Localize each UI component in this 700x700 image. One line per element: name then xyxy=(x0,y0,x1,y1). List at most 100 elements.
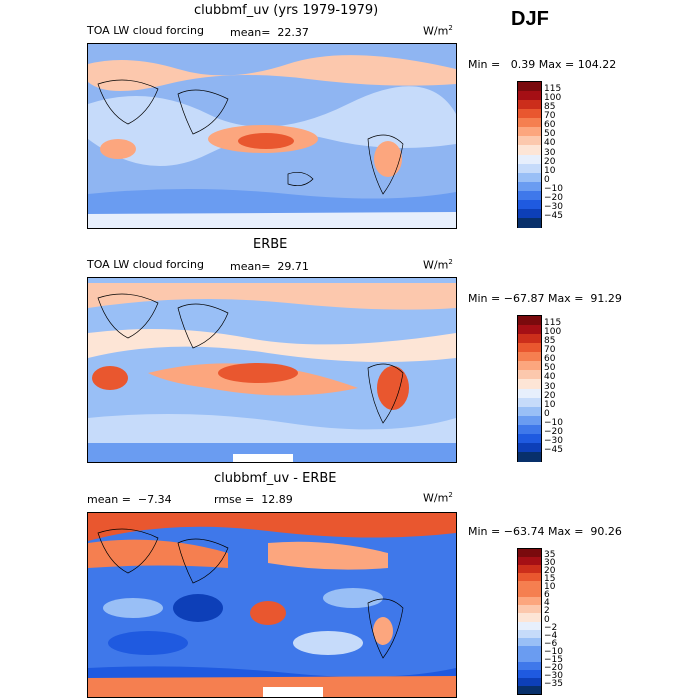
colorbar-tick-label: −15 xyxy=(544,654,563,665)
panel1-variable: TOA LW cloud forcing xyxy=(87,24,204,37)
colorbar-swatch xyxy=(518,181,541,192)
colorbar-tick-label: 30 xyxy=(544,558,556,569)
colorbar-swatch xyxy=(518,581,541,590)
panel3-colorbar xyxy=(517,548,542,695)
panel3-units: W/m2 xyxy=(423,491,453,505)
colorbar-tick-label: −10 xyxy=(544,417,563,428)
colorbar-swatch xyxy=(518,565,541,574)
panel3-rmse: rmse = 12.89 xyxy=(214,493,293,506)
panel3-minmax: Min = −63.74 Max = 90.26 xyxy=(468,525,622,538)
colorbar-swatch xyxy=(518,352,541,362)
colorbar-tick-label: 20 xyxy=(544,566,556,577)
colorbar-swatch xyxy=(518,451,541,462)
panel2-variable: TOA LW cloud forcing xyxy=(87,258,204,271)
colorbar-tick-label: 50 xyxy=(544,129,556,140)
colorbar-swatch xyxy=(518,605,541,614)
colorbar-tick-label: −20 xyxy=(544,426,563,437)
colorbar-swatch xyxy=(518,415,541,426)
colorbar-swatch xyxy=(518,172,541,183)
colorbar-swatch xyxy=(518,208,541,219)
colorbar-swatch xyxy=(518,613,541,622)
colorbar-swatch xyxy=(518,597,541,606)
colorbar-tick-label: 10 xyxy=(544,582,556,593)
panel1-title: clubbmf_uv (yrs 1979-1979) xyxy=(194,3,379,18)
colorbar-tick-label: −10 xyxy=(544,646,563,657)
colorbar-tick-label: 50 xyxy=(544,363,556,374)
colorbar-swatch xyxy=(518,217,541,228)
colorbar-tick-label: −10 xyxy=(544,183,563,194)
colorbar-tick-label: 30 xyxy=(544,381,556,392)
panel1-colorbar xyxy=(517,81,542,228)
colorbar-tick-label: 70 xyxy=(544,345,556,356)
colorbar-swatch xyxy=(518,91,541,101)
colorbar-swatch xyxy=(518,163,541,174)
colorbar-tick-label: −6 xyxy=(544,638,558,649)
colorbar-tick-label: −20 xyxy=(544,662,563,673)
colorbar-tick-label: 0 xyxy=(544,408,550,419)
colorbar-tick-label: 60 xyxy=(544,120,556,131)
panel1-map xyxy=(87,43,457,229)
panel2-units: W/m2 xyxy=(423,258,453,272)
colorbar-swatch xyxy=(518,661,541,671)
colorbar-tick-label: 30 xyxy=(544,147,556,158)
colorbar-tick-label: 15 xyxy=(544,574,556,585)
panel3-mean: mean = −7.34 xyxy=(87,493,172,506)
colorbar-swatch xyxy=(518,334,541,344)
colorbar-swatch xyxy=(518,127,541,137)
colorbar-tick-label: 4 xyxy=(544,598,550,609)
panel2-mean: mean= 29.71 xyxy=(230,260,309,273)
colorbar-tick-label: −35 xyxy=(544,678,563,689)
colorbar-swatch xyxy=(518,685,541,695)
colorbar-swatch xyxy=(518,549,541,558)
panel3-map xyxy=(87,512,457,698)
colorbar-swatch xyxy=(518,100,541,110)
colorbar-tick-label: 115 xyxy=(544,84,562,95)
colorbar-swatch xyxy=(518,199,541,210)
panel2-colorbar xyxy=(517,315,542,462)
colorbar-swatch xyxy=(518,361,541,371)
colorbar-tick-label: 70 xyxy=(544,111,556,122)
colorbar-swatch xyxy=(518,653,541,663)
colorbar-tick-label: 60 xyxy=(544,354,556,365)
colorbar-swatch xyxy=(518,589,541,598)
colorbar-tick-label: 20 xyxy=(544,156,556,167)
colorbar-tick-label: 0 xyxy=(544,174,550,185)
colorbar-swatch xyxy=(518,154,541,165)
colorbar-swatch xyxy=(518,109,541,119)
colorbar-tick-label: −2 xyxy=(544,622,558,633)
colorbar-swatch xyxy=(518,637,541,647)
colorbar-swatch xyxy=(518,621,541,631)
colorbar-tick-label: −4 xyxy=(544,630,558,641)
colorbar-tick-label: −30 xyxy=(544,435,563,446)
colorbar-swatch xyxy=(518,677,541,687)
colorbar-tick-label: −30 xyxy=(544,670,563,681)
panel2-map xyxy=(87,277,457,463)
colorbar-tick-label: 40 xyxy=(544,372,556,383)
colorbar-tick-label: 115 xyxy=(544,318,562,329)
panel2-minmax: Min = −67.87 Max = 91.29 xyxy=(468,292,622,305)
colorbar-tick-label: 2 xyxy=(544,606,550,617)
colorbar-swatch xyxy=(518,136,541,146)
colorbar-tick-label: 40 xyxy=(544,138,556,149)
panel1-minmax: Min = 0.39 Max = 104.22 xyxy=(468,58,617,71)
colorbar-swatch xyxy=(518,406,541,417)
colorbar-tick-label: 100 xyxy=(544,93,562,104)
colorbar-tick-label: 10 xyxy=(544,399,556,410)
colorbar-swatch xyxy=(518,442,541,453)
colorbar-tick-label: 0 xyxy=(544,614,550,625)
colorbar-tick-label: 100 xyxy=(544,327,562,338)
colorbar-tick-label: 35 xyxy=(544,550,556,561)
colorbar-swatch xyxy=(518,316,541,326)
colorbar-tick-label: −45 xyxy=(544,210,563,221)
colorbar-swatch xyxy=(518,573,541,582)
colorbar-tick-label: 6 xyxy=(544,590,550,601)
colorbar-swatch xyxy=(518,424,541,435)
colorbar-tick-label: 85 xyxy=(544,336,556,347)
colorbar-swatch xyxy=(518,645,541,655)
panel2-title: ERBE xyxy=(253,237,288,252)
colorbar-swatch xyxy=(518,379,541,389)
colorbar-swatch xyxy=(518,388,541,399)
colorbar-swatch xyxy=(518,370,541,380)
colorbar-swatch xyxy=(518,397,541,408)
colorbar-tick-label: −30 xyxy=(544,201,563,212)
